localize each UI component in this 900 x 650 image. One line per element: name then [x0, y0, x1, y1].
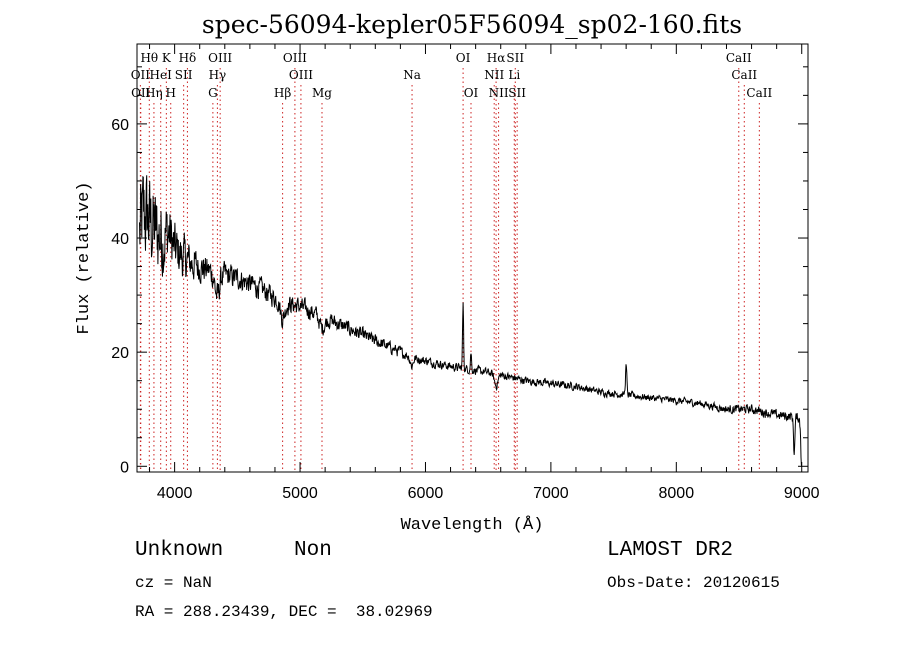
spectral-line-label: CaII — [746, 86, 772, 100]
y-tick-label: 20 — [111, 345, 129, 362]
x-tick-label: 5000 — [282, 485, 318, 502]
object-class: Unknown — [135, 539, 224, 562]
spectral-line-label: Hα — [487, 51, 506, 65]
spectral-line-label: SII — [175, 68, 193, 82]
spectral-line-label: Hβ — [274, 86, 291, 100]
spectral-line-label: OIII — [283, 51, 307, 65]
x-axis-label: Wavelength (Å) — [401, 516, 544, 535]
spectral-line-label: OII — [131, 86, 151, 100]
spectral-line-label: Hγ — [209, 68, 227, 82]
plot-frame — [136, 43, 809, 473]
spectral-line-label: NII — [489, 86, 509, 100]
x-tick-label: 7000 — [533, 485, 569, 502]
spectral-line-label: NII — [484, 68, 504, 82]
spectral-line-label: G — [208, 86, 218, 100]
coordinates: RA = 288.23439, DEC = 38.02969 — [135, 603, 433, 621]
spectral-line-label: H — [166, 86, 176, 100]
survey-name: LAMOST DR2 — [607, 539, 734, 562]
spectral-line-label: Hη — [145, 86, 163, 100]
axis-tick-labels: 4000 5000 6000 7000 8000 9000 0 20 40 60 — [111, 117, 819, 502]
y-tick-label: 40 — [111, 231, 129, 248]
spectral-line-label: OI — [464, 86, 479, 100]
axis-ticks — [137, 44, 808, 472]
x-tick-label: 9000 — [784, 485, 820, 502]
y-tick-label: 60 — [111, 117, 129, 134]
spectral-line-label: K — [162, 51, 172, 65]
spectral-line-label: CaII — [731, 68, 757, 82]
spectral-line-label: CaII — [726, 51, 752, 65]
y-tick-label: 0 — [120, 459, 129, 476]
spectral-line-label: Li — [508, 68, 520, 82]
spectral-line-label: SII — [508, 86, 526, 100]
x-tick-label: 4000 — [157, 485, 193, 502]
spectral-line-label: Na — [403, 68, 421, 82]
spectral-line-label: Hθ — [140, 51, 158, 65]
spectral-line-label: OIII — [289, 68, 313, 82]
spectrum-series-line — [139, 175, 802, 466]
y-axis-label: Flux (relative) — [75, 181, 94, 334]
spectral-line-label: HeI — [150, 68, 173, 82]
spectral-line-label: Hδ — [179, 51, 197, 65]
spectral-line-label: Mg — [312, 86, 332, 100]
spectral-line-label: OII — [131, 68, 151, 82]
spectral-line-label: OIII — [208, 51, 232, 65]
spectral-line-label: SII — [506, 51, 524, 65]
redshift-value: cz = NaN — [135, 574, 212, 592]
x-tick-label: 8000 — [659, 485, 695, 502]
spectral-line-label: OI — [456, 51, 471, 65]
chart-title: spec-56094-kepler05F56094_sp02-160.fits — [202, 10, 742, 39]
x-tick-label: 6000 — [408, 485, 444, 502]
obs-date: Obs-Date: 20120615 — [607, 574, 780, 592]
object-subclass: Non — [294, 539, 332, 562]
